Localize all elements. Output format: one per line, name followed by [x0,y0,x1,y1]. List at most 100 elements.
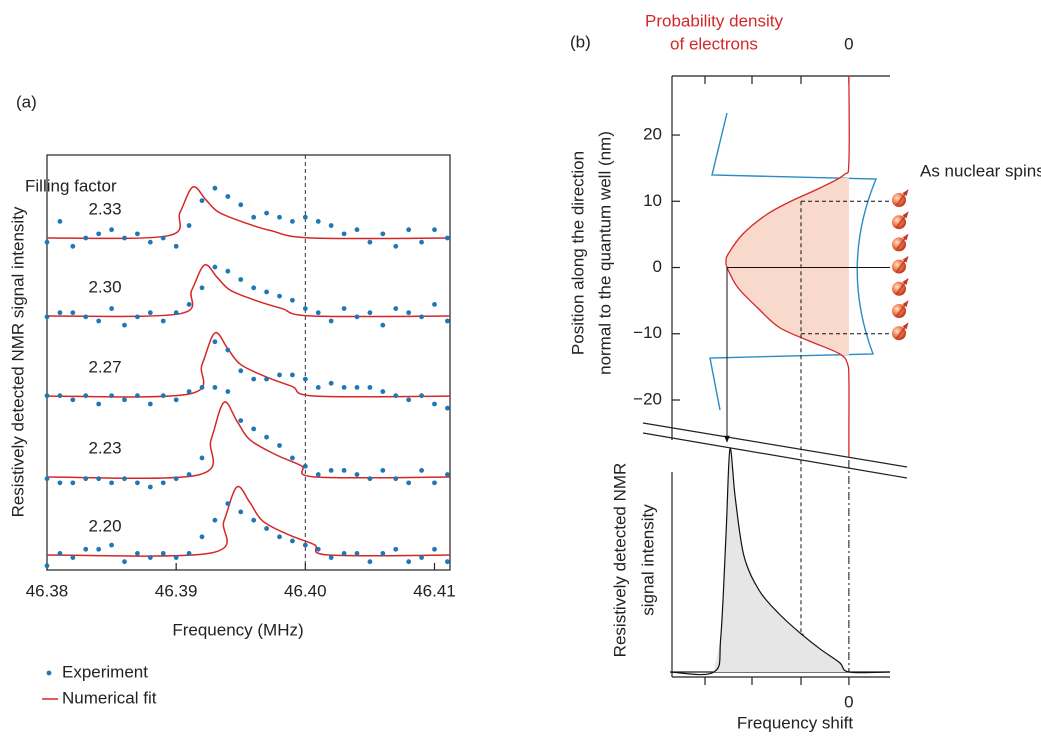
experiment-point [122,476,127,482]
experiment-point [186,389,192,394]
experiment-point [44,239,50,245]
experiment-point [251,426,257,432]
x-tick-label: 0 [844,34,853,53]
density-fill [725,178,849,355]
experiment-point [302,463,308,469]
experiment-point [380,468,386,473]
experiment-point [251,214,257,220]
experiment-point [290,297,295,303]
experiment-point [264,289,269,295]
experiment-point [160,393,166,399]
experiment-point [135,231,140,237]
experiment-point [186,223,192,228]
experiment-point [160,551,166,556]
experiment-point [367,310,373,316]
experiment-point [264,376,269,382]
experiment-point [432,227,437,233]
experiment-point [70,243,76,249]
experiment-point [419,314,424,320]
experiment-point [238,418,244,423]
spin-arrow [895,233,909,251]
experiment-point [406,480,412,486]
experiment-point [83,476,89,482]
fit-line [46,185,451,240]
experiment-point [302,306,308,311]
experiment-point [393,306,399,311]
experiment-point [406,559,412,565]
experiment-point [225,501,231,506]
fit-line [46,331,451,398]
experiment-point [147,484,153,490]
experiment-point [199,455,205,461]
spin-arrow [895,256,909,273]
y-tick-label: 10 [643,191,662,210]
experiment-point [83,235,89,241]
experiment-point [419,555,424,560]
spin-arrow [895,189,909,207]
experiment-point [212,385,218,390]
experiment-point [135,393,140,399]
experiment-point [173,397,179,403]
experiment-point [96,318,102,324]
y-tick-label: −10 [633,323,662,342]
experiment-point [315,310,321,316]
experiment-point [147,310,153,316]
spectrum-line [669,448,891,676]
experiment-point [290,455,295,461]
experiment-point [160,318,166,324]
experiment-point [445,405,450,411]
x-tick-label: 46.41 [413,581,456,600]
experiment-point [302,542,308,548]
experiment-point [380,322,386,328]
experiment-point [225,347,231,353]
plot-b: 20 10 0 −10 −20 0 0 [633,34,891,711]
spin-arrow [895,322,909,340]
experiment-point [238,368,244,374]
experiment-point [341,468,347,473]
experiment-point [290,219,295,224]
fit-line [46,485,451,557]
panel-label: (a) [16,92,37,111]
experiment-point [432,546,437,552]
experiment-point [160,480,166,486]
experiment-point [445,472,450,477]
experiment-point [44,393,50,399]
experiment-point [445,235,450,241]
x-tick-label: 0 [844,692,853,711]
experiment-point [83,546,89,552]
experiment-point [315,385,321,390]
y-tick-label: −20 [633,389,662,408]
x-axis-label: of electrons [670,34,758,53]
experiment-point [432,401,437,407]
experiment-point [199,385,205,390]
experiment-point [302,214,308,220]
experiment-point [122,235,127,241]
experiment-point [186,551,192,556]
trace-label: 2.23 [88,439,121,458]
fit-line [46,264,451,318]
experiment-point [83,314,89,320]
y-tick-label: 0 [653,257,662,276]
density-line [725,75,850,427]
experiment-point [328,468,334,473]
experiment-point [328,555,334,560]
experiment-point [199,534,205,540]
plot-frame [46,154,451,571]
experiment-point [57,310,63,316]
experiment-point [264,210,269,216]
spin-arrow [895,278,909,296]
panel-label: (b) [570,32,591,51]
experiment-point [160,235,166,241]
experiment-point [122,397,127,403]
experiment-point [445,559,450,565]
trace-label: 2.20 [88,517,121,536]
nuclear-spins [892,189,909,341]
experiment-point [186,302,192,307]
experiment-point [380,551,386,556]
experiment-point [225,268,231,274]
experiment-point [277,534,282,540]
experiment-point [445,318,450,324]
experiment-point [419,468,424,473]
experiment-point [315,219,321,224]
experiment-point [70,555,76,560]
